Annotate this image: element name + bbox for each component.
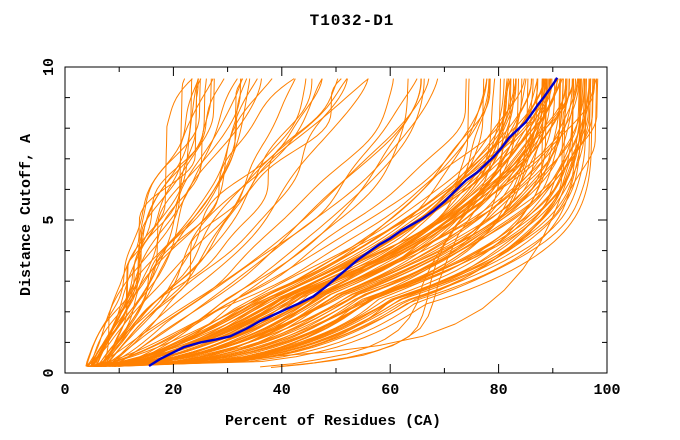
model-curve [93, 78, 594, 367]
model-curve [98, 78, 491, 367]
x-tick-label: 20 [164, 382, 182, 399]
model-curve [91, 78, 573, 367]
model-curve [89, 78, 587, 367]
model-curves [85, 78, 599, 367]
model-curve [103, 78, 543, 367]
model-curve [97, 78, 545, 367]
y-tick-label: 0 [41, 368, 58, 377]
x-tick-label: 80 [490, 382, 508, 399]
model-curve [99, 78, 551, 367]
model-curve [91, 78, 215, 367]
model-curve [104, 78, 342, 367]
model-curve [102, 78, 418, 367]
model-curve [88, 78, 567, 367]
model-curve [113, 78, 570, 367]
model-curve [94, 78, 488, 367]
x-tick-label: 100 [593, 382, 620, 399]
axis-tick-labels: 0 20 40 60 80 100 0 5 10 [41, 58, 621, 399]
model-curve [91, 78, 199, 367]
model-curve [88, 78, 517, 367]
model-curve [91, 78, 238, 367]
model-curve [85, 78, 201, 367]
model-curve [107, 78, 575, 367]
model-curve [87, 78, 511, 367]
model-curve [86, 78, 200, 367]
low-outlier-2 [281, 78, 562, 367]
x-axis-label: Percent of Residues (CA) [225, 413, 441, 430]
model-curve [113, 78, 409, 367]
model-curve [94, 78, 591, 367]
model-curve [92, 78, 586, 367]
model-curve [111, 78, 561, 367]
model-curve [93, 78, 430, 367]
model-curve [95, 78, 556, 367]
model-curve [94, 78, 207, 367]
model-curve [90, 78, 225, 367]
model-curve [86, 78, 580, 367]
y-tick-label: 10 [41, 58, 58, 76]
outlier-curves [97, 78, 597, 368]
model-curve [86, 78, 214, 367]
highlight-curve [148, 77, 559, 368]
chart-title: T1032-D1 [310, 12, 395, 30]
model-curve [96, 78, 575, 367]
model-curve [104, 78, 568, 367]
x-tick-label: 40 [273, 382, 291, 399]
axis-frame-and-ticks [64, 66, 608, 374]
model-curve [114, 78, 470, 367]
model-curve [102, 78, 369, 367]
model-curve [101, 78, 394, 367]
model-curve [100, 78, 582, 367]
model-curve [98, 78, 584, 367]
model-curve [106, 78, 348, 367]
model-curve [109, 78, 525, 367]
model-curve [92, 78, 570, 367]
model-curve [87, 78, 273, 367]
model-curve [114, 78, 546, 367]
model-curve [104, 78, 186, 367]
low-outlier-1 [270, 78, 559, 368]
model-curve [87, 78, 258, 367]
model-curve [98, 78, 248, 367]
model-curve [98, 78, 323, 367]
selected-model [148, 77, 559, 368]
model-curve [97, 78, 592, 367]
model-curve [98, 78, 553, 367]
right-outlier [97, 78, 597, 367]
model-curve [85, 78, 296, 367]
model-curve [114, 78, 564, 367]
model-curve [95, 78, 262, 367]
x-tick-label: 0 [60, 382, 69, 399]
model-curve [117, 78, 533, 367]
model-curve [107, 78, 508, 367]
low-outlier-3 [260, 78, 556, 368]
model-curve [97, 78, 313, 367]
y-axis-label: Distance Cutoff, A [18, 134, 35, 296]
model-curve [102, 78, 591, 367]
x-tick-label: 60 [381, 382, 399, 399]
model-curve [105, 78, 323, 367]
model-curve [91, 78, 199, 367]
y-tick-label: 5 [41, 215, 58, 224]
model-curve [105, 78, 243, 367]
model-curve [98, 78, 527, 367]
model-curve [91, 78, 574, 367]
